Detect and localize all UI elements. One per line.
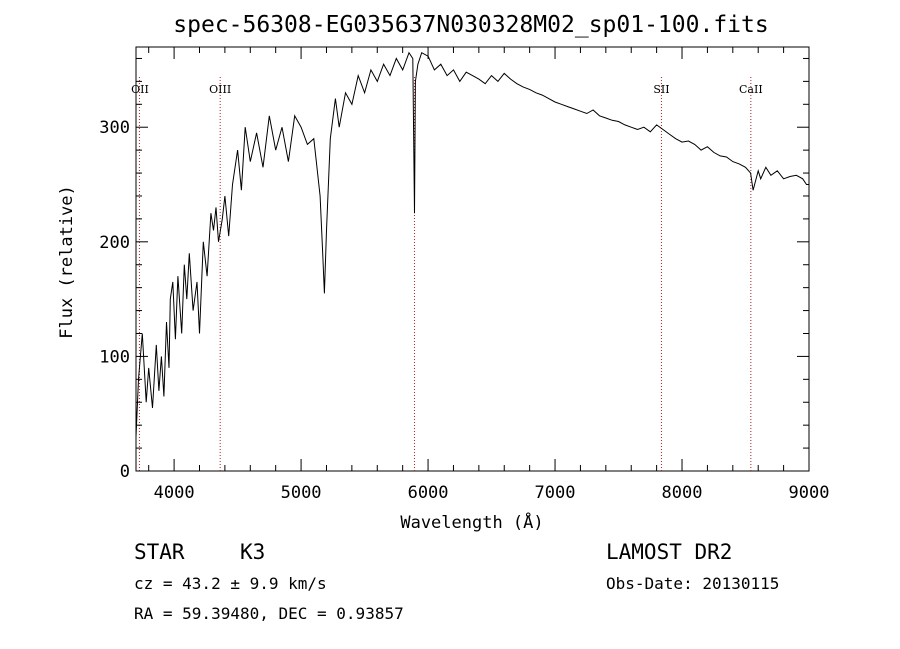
x-tick-label: 5000 xyxy=(281,483,322,503)
x-tick-label: 8000 xyxy=(662,483,703,503)
plot-frame xyxy=(135,46,810,472)
obs-date-text: Obs-Date: 20130115 xyxy=(606,574,779,593)
spectral-subclass: K3 xyxy=(240,540,265,564)
x-tick-label: 6000 xyxy=(408,483,449,503)
y-tick-label: 300 xyxy=(99,118,130,138)
spectral-line-label: CaII xyxy=(739,83,763,96)
spectral-line-label: SII xyxy=(653,83,669,96)
y-tick-label: 200 xyxy=(99,233,130,253)
spectrum-series-line xyxy=(135,51,809,437)
y-tick-labels: 0 100 200 300 xyxy=(99,118,130,482)
redshift-text: cz = 43.2 ± 9.9 km/s xyxy=(134,574,327,593)
survey-name: LAMOST DR2 xyxy=(606,540,732,564)
coordinates-text: RA = 59.39480, DEC = 0.93857 xyxy=(134,604,404,623)
spectral-line-label: OII xyxy=(131,83,149,96)
y-tick-label: 100 xyxy=(99,347,130,367)
axis-ticks xyxy=(136,47,810,472)
x-tick-label: 7000 xyxy=(535,483,576,503)
plot-area: OII OIII SII CaII xyxy=(131,46,810,472)
object-type: STAR xyxy=(134,540,185,564)
x-tick-label: 9000 xyxy=(789,483,830,503)
x-tick-label: 4000 xyxy=(154,483,195,503)
y-axis-label: Flux (relative) xyxy=(57,185,77,339)
spectral-line-label: OIII xyxy=(209,83,231,96)
info-block: STAR K3 LAMOST DR2 cz = 43.2 ± 9.9 km/s … xyxy=(134,540,779,623)
chart-title: spec-56308-EG035637N030328M02_sp01-100.f… xyxy=(173,12,768,38)
x-tick-labels: 4000 5000 6000 7000 8000 9000 xyxy=(154,483,830,503)
emission-lines: OII OIII SII CaII xyxy=(131,77,763,471)
x-axis-label: Wavelength (Å) xyxy=(400,511,543,533)
y-tick-label: 0 xyxy=(120,462,130,482)
